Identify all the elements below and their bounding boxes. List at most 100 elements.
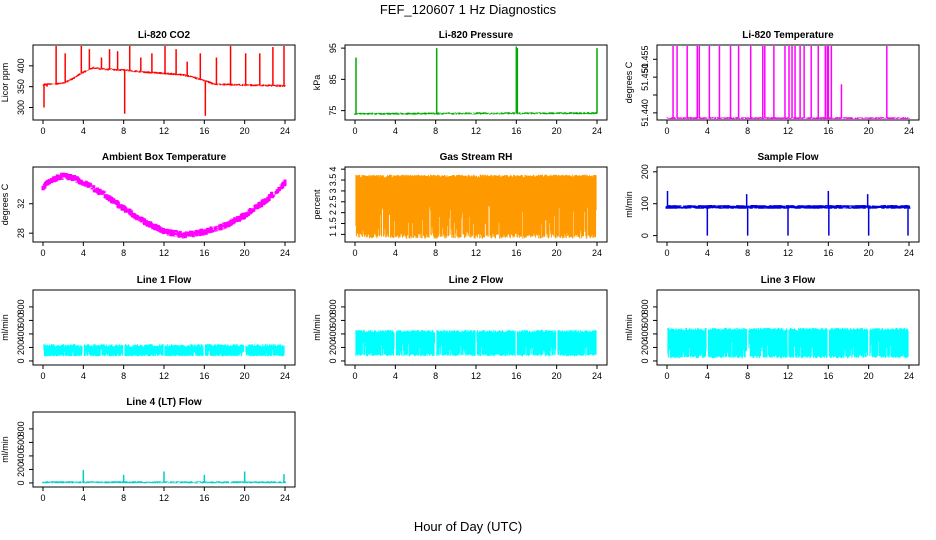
x-tick-label: 20 [552, 126, 562, 136]
y-tick-label: 2 [328, 210, 338, 215]
x-tick-label: 12 [159, 248, 169, 258]
panel-pressure: Li-820 Pressure kPa 0 4 8 12 16 20 24 75 85 95 [312, 30, 608, 136]
panel-title: Li-820 CO2 [138, 30, 191, 41]
x-tick-label: 12 [159, 371, 169, 381]
x-tick-label: 0 [352, 126, 357, 136]
y-tick-label: 600 [16, 313, 26, 328]
y-tick-label: 1 [328, 232, 338, 237]
plot-area [355, 329, 597, 357]
x-tick-label: 16 [511, 126, 521, 136]
series-band [355, 329, 597, 357]
x-tick-label: 20 [240, 493, 250, 503]
x-tick-label: 20 [240, 248, 250, 258]
y-tick-label: 800 [16, 421, 26, 436]
x-tick-label: 4 [705, 371, 710, 381]
y-axis-label: degrees C [0, 183, 10, 225]
x-tick-label: 20 [240, 371, 250, 381]
y-tick-label: 0 [16, 358, 26, 363]
panel-title: Li-820 Pressure [439, 30, 514, 41]
x-tick-label: 12 [159, 126, 169, 136]
y-tick-label: 100 [640, 196, 650, 211]
y-tick-label: 1.5 [328, 217, 338, 230]
panel-title: Sample Flow [757, 152, 818, 163]
x-tick-label: 8 [745, 126, 750, 136]
x-tick-label: 4 [393, 126, 398, 136]
x-tick-label: 20 [864, 248, 874, 258]
x-tick-label: 20 [864, 126, 874, 136]
x-tick-label: 4 [81, 126, 86, 136]
x-tick-label: 4 [81, 493, 86, 503]
x-tick-label: 24 [280, 371, 290, 381]
series-line [41, 172, 287, 239]
x-tick-label: 24 [592, 248, 602, 258]
panel-co2: Li-820 CO2 Licor ppm 0 4 8 12 16 20 24 300 350 400 [0, 30, 296, 136]
y-tick-label: 51.440 [640, 99, 650, 127]
x-tick-label: 24 [280, 248, 290, 258]
x-tick-label: 16 [823, 248, 833, 258]
y-tick-label: 400 [16, 448, 26, 463]
y-tick-label: 600 [640, 313, 650, 328]
series-band [43, 344, 285, 357]
panel-box_temp: Ambient Box Temperature degrees C 0 4 8 12 16 2… [0, 152, 296, 258]
panel-line2: Line 2 Flow ml/min 0 4 8 12 16 20 24 0 20040060080… [312, 275, 608, 381]
y-axis-label: ml/min [0, 314, 10, 341]
plot-frame [656, 44, 920, 121]
y-tick-label: 0 [640, 233, 650, 238]
y-tick-label: 32 [16, 199, 26, 209]
y-tick-label: 200 [640, 164, 650, 179]
series-band [667, 327, 909, 359]
panel-title: Line 3 Flow [761, 275, 816, 286]
y-tick-label: 800 [16, 299, 26, 314]
x-tick-label: 0 [352, 371, 357, 381]
y-tick-label: 800 [328, 299, 338, 314]
y-tick-label: 200 [16, 340, 26, 355]
y-axis-label: degrees C [624, 61, 634, 103]
x-tick-label: 20 [552, 371, 562, 381]
x-tick-label: 20 [240, 126, 250, 136]
y-tick-label: 95 [328, 43, 338, 53]
x-tick-label: 12 [159, 493, 169, 503]
x-tick-label: 16 [823, 126, 833, 136]
x-tick-label: 16 [199, 371, 209, 381]
x-tick-label: 16 [511, 371, 521, 381]
x-tick-label: 16 [511, 248, 521, 258]
y-tick-label: 0 [328, 358, 338, 363]
y-axis-label: ml/min [312, 314, 322, 341]
x-tick-label: 4 [705, 126, 710, 136]
x-tick-label: 24 [280, 126, 290, 136]
panel-title: Li-820 Temperature [742, 30, 834, 41]
y-tick-label: 3.5 [328, 174, 338, 187]
y-tick-label: 3 [328, 188, 338, 193]
x-tick-label: 24 [904, 371, 914, 381]
x-tick-label: 4 [705, 248, 710, 258]
x-tick-label: 0 [664, 126, 669, 136]
x-tick-label: 12 [783, 248, 793, 258]
plot-area [666, 46, 910, 119]
x-tick-label: 20 [864, 371, 874, 381]
x-tick-label: 8 [433, 371, 438, 381]
y-tick-label: 4 [328, 167, 338, 172]
y-tick-label: 75 [328, 106, 338, 116]
x-tick-label: 12 [471, 126, 481, 136]
series-line [666, 117, 910, 119]
x-tick-label: 16 [199, 248, 209, 258]
x-tick-label: 0 [40, 371, 45, 381]
x-tick-label: 8 [433, 126, 438, 136]
x-tick-label: 0 [40, 126, 45, 136]
y-tick-label: 600 [16, 435, 26, 450]
y-tick-label: 800 [640, 299, 650, 314]
plot-area [41, 172, 287, 239]
series-band [355, 174, 597, 239]
y-tick-label: 28 [16, 228, 26, 238]
y-tick-label: 600 [328, 313, 338, 328]
x-tick-label: 24 [592, 126, 602, 136]
x-tick-label: 24 [904, 126, 914, 136]
y-axis-label: kPa [312, 75, 322, 91]
x-tick-label: 12 [783, 371, 793, 381]
series-line [42, 66, 286, 87]
x-tick-label: 8 [121, 493, 126, 503]
y-tick-label: 300 [16, 100, 26, 115]
x-tick-label: 12 [471, 371, 481, 381]
panel-line1: Line 1 Flow ml/min 0 4 8 12 16 20 24 0 20040060080… [0, 275, 296, 381]
